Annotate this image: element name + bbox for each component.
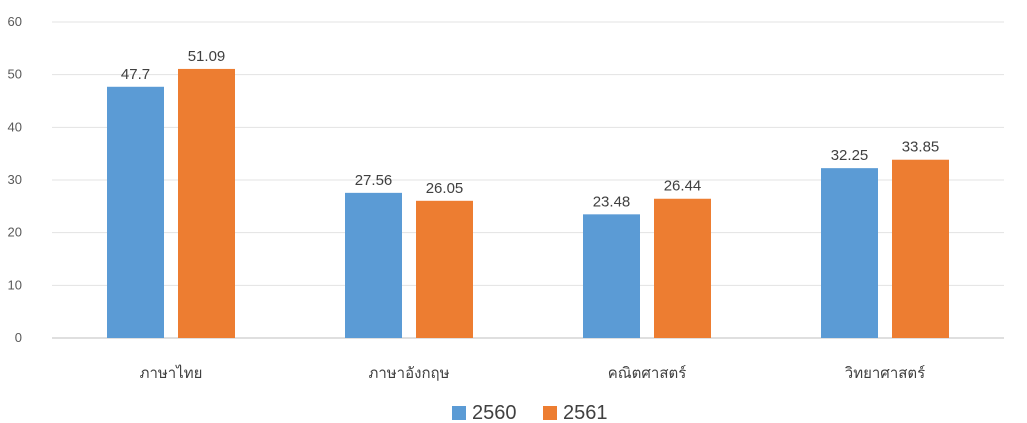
- y-tick-label: 50: [8, 67, 22, 82]
- bar-2561-1: [178, 68, 235, 339]
- y-tick-label: 20: [8, 225, 22, 240]
- bar-2560-2: [345, 192, 402, 338]
- data-label: 32.25: [831, 147, 869, 164]
- bar-2561-4: [892, 159, 949, 338]
- y-axis: 0 10 20 30 40 50 60: [8, 14, 22, 345]
- data-label: 33.85: [902, 139, 940, 156]
- y-tick-label: 40: [8, 119, 22, 134]
- legend: 2560 2561: [452, 402, 608, 423]
- y-tick-label: 10: [8, 277, 22, 292]
- data-label: 47.7: [121, 66, 150, 83]
- category-label: คณิตศาสตร์: [608, 364, 687, 382]
- data-label: 51.09: [188, 48, 226, 65]
- bar-2560-3: [583, 214, 640, 338]
- data-label: 23.48: [593, 193, 631, 210]
- legend-swatch-2561: [543, 406, 557, 420]
- category-label: ภาษาอังกฤษ: [368, 364, 449, 382]
- legend-swatch-2560: [452, 406, 466, 420]
- data-label: 26.05: [426, 180, 464, 197]
- category-label: ภาษาไทย: [140, 364, 203, 382]
- y-tick-label: 60: [8, 14, 22, 29]
- bars: [107, 68, 949, 339]
- bar-2560-4: [821, 168, 878, 338]
- y-tick-label: 30: [8, 172, 22, 187]
- category-label: วิทยาศาสตร์: [844, 364, 925, 382]
- legend-label: 2561: [563, 402, 608, 423]
- bar-2560-1: [107, 86, 164, 338]
- bar-2561-3: [654, 198, 711, 338]
- data-label: 27.56: [355, 172, 393, 189]
- data-label: 26.44: [664, 178, 702, 195]
- legend-label: 2560: [472, 402, 517, 423]
- x-axis: ภาษาไทย ภาษาอังกฤษ คณิตศาสตร์ วิทยาศาสตร์: [140, 364, 926, 382]
- data-labels: 47.7 51.09 27.56 26.05 23.48 26.44 32.25 33.85: [121, 48, 939, 210]
- bar-2561-2: [416, 200, 473, 338]
- y-tick-label: 0: [15, 330, 22, 345]
